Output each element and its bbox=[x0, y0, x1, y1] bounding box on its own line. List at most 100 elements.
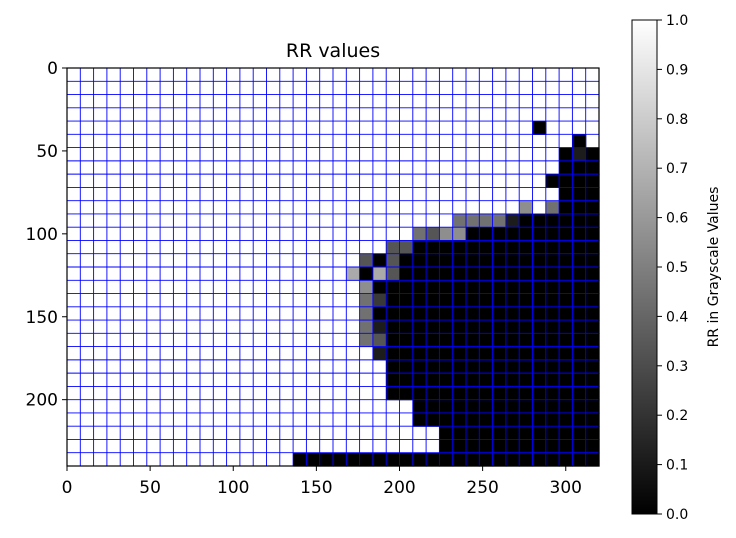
heatmap-cell bbox=[386, 240, 401, 255]
heatmap-cell bbox=[426, 240, 440, 255]
heatmap-cell bbox=[412, 399, 427, 414]
heatmap-cell bbox=[386, 359, 401, 374]
heatmap-cell bbox=[439, 386, 454, 401]
heatmap-cell bbox=[439, 293, 454, 308]
colorbar-tick-label: 0.2 bbox=[666, 408, 688, 424]
heatmap-cell bbox=[399, 346, 414, 361]
heatmap-cell bbox=[585, 267, 600, 281]
heatmap-cell bbox=[439, 452, 454, 467]
heatmap-cell bbox=[559, 373, 573, 387]
heatmap-cell bbox=[426, 452, 440, 467]
heatmap-cell bbox=[466, 346, 480, 361]
heatmap-cell bbox=[439, 346, 454, 361]
heatmap-cell bbox=[559, 426, 573, 441]
heatmap-cell bbox=[545, 452, 560, 467]
heatmap-cell bbox=[572, 147, 587, 162]
heatmap-cell bbox=[372, 346, 387, 361]
heatmap-cell bbox=[492, 333, 507, 348]
heatmap-cell bbox=[452, 267, 467, 281]
heatmap-cell bbox=[439, 320, 454, 334]
heatmap-cell bbox=[572, 253, 587, 268]
heatmap-cell bbox=[399, 293, 414, 308]
heatmap-cell bbox=[572, 293, 587, 308]
heatmap-cell bbox=[452, 439, 467, 454]
heatmap-cell bbox=[479, 386, 494, 401]
heatmap-cell bbox=[386, 306, 401, 321]
heatmap-cell bbox=[386, 452, 401, 467]
heatmap-cell bbox=[559, 240, 573, 255]
x-tick-label: 0 bbox=[62, 478, 73, 498]
heatmap-cell bbox=[505, 452, 520, 467]
heatmap-cell bbox=[572, 200, 587, 215]
heatmap-cell bbox=[492, 253, 507, 268]
heatmap-cell bbox=[532, 227, 547, 242]
colorbar-tick-label: 0.4 bbox=[666, 309, 688, 325]
heatmap-cell bbox=[412, 412, 427, 427]
heatmap-cell bbox=[505, 293, 520, 308]
heatmap-cell bbox=[426, 320, 440, 334]
heatmap-cell bbox=[479, 346, 494, 361]
heatmap-cell bbox=[412, 373, 427, 387]
heatmap-cell bbox=[585, 412, 600, 427]
heatmap-cell bbox=[426, 373, 440, 387]
x-tick-label: 50 bbox=[139, 478, 161, 498]
heatmap-cell bbox=[545, 240, 560, 255]
heatmap-cell bbox=[519, 452, 534, 467]
heatmap-cell bbox=[532, 439, 547, 454]
heatmap-cell bbox=[452, 386, 467, 401]
heatmap-cell bbox=[399, 333, 414, 348]
heatmap-cell bbox=[426, 359, 440, 374]
heatmap-cell bbox=[479, 227, 494, 242]
heatmap-cell bbox=[466, 452, 480, 467]
heatmap-cell bbox=[492, 452, 507, 467]
heatmap-cell bbox=[333, 452, 347, 467]
heatmap-cell bbox=[439, 373, 454, 387]
heatmap-cell bbox=[532, 240, 547, 255]
heatmap-cell bbox=[519, 439, 534, 454]
heatmap-cell bbox=[439, 227, 454, 242]
heatmap-cell bbox=[585, 333, 600, 348]
heatmap-cell bbox=[545, 359, 560, 374]
heatmap-cell bbox=[386, 267, 401, 281]
heatmap-cell bbox=[559, 267, 573, 281]
heatmap-cell bbox=[372, 253, 387, 268]
heatmap-cell bbox=[492, 386, 507, 401]
heatmap-cell bbox=[399, 386, 414, 401]
colorbar-tick-label: 0.8 bbox=[666, 112, 688, 128]
heatmap-cell bbox=[532, 386, 547, 401]
heatmap-cell bbox=[505, 439, 520, 454]
heatmap-cell bbox=[492, 280, 507, 295]
heatmap-cell bbox=[532, 412, 547, 427]
heatmap-cell bbox=[399, 267, 414, 281]
heatmap-cell bbox=[545, 426, 560, 441]
x-tick-label: 150 bbox=[300, 478, 332, 498]
heatmap-cell bbox=[492, 399, 507, 414]
heatmap-cell bbox=[532, 320, 547, 334]
heatmap-cell bbox=[479, 293, 494, 308]
heatmap-cell bbox=[545, 346, 560, 361]
heatmap-cell bbox=[386, 280, 401, 295]
heatmap-cells bbox=[293, 121, 600, 467]
heatmap-cell bbox=[505, 373, 520, 387]
heatmap-cell bbox=[439, 306, 454, 321]
heatmap-cell bbox=[466, 399, 480, 414]
heatmap-cell bbox=[346, 452, 361, 467]
heatmap-cell bbox=[505, 333, 520, 348]
heatmap-cell bbox=[545, 412, 560, 427]
heatmap-cell bbox=[412, 386, 427, 401]
heatmap-cell bbox=[519, 213, 534, 228]
colorbar-tick-label: 0.3 bbox=[666, 359, 688, 375]
heatmap-cell bbox=[386, 293, 401, 308]
heatmap-cell bbox=[545, 280, 560, 295]
colorbar-tick-label: 0.6 bbox=[666, 211, 688, 227]
heatmap-cell bbox=[492, 426, 507, 441]
heatmap-cell bbox=[426, 346, 440, 361]
heatmap-cell bbox=[572, 240, 587, 255]
y-tick-label: 100 bbox=[26, 225, 58, 245]
heatmap-cell bbox=[479, 333, 494, 348]
heatmap-cell bbox=[466, 373, 480, 387]
heatmap-cell bbox=[479, 280, 494, 295]
heatmap-cell bbox=[399, 280, 414, 295]
heatmap-cell bbox=[452, 293, 467, 308]
heatmap-cell bbox=[585, 293, 600, 308]
